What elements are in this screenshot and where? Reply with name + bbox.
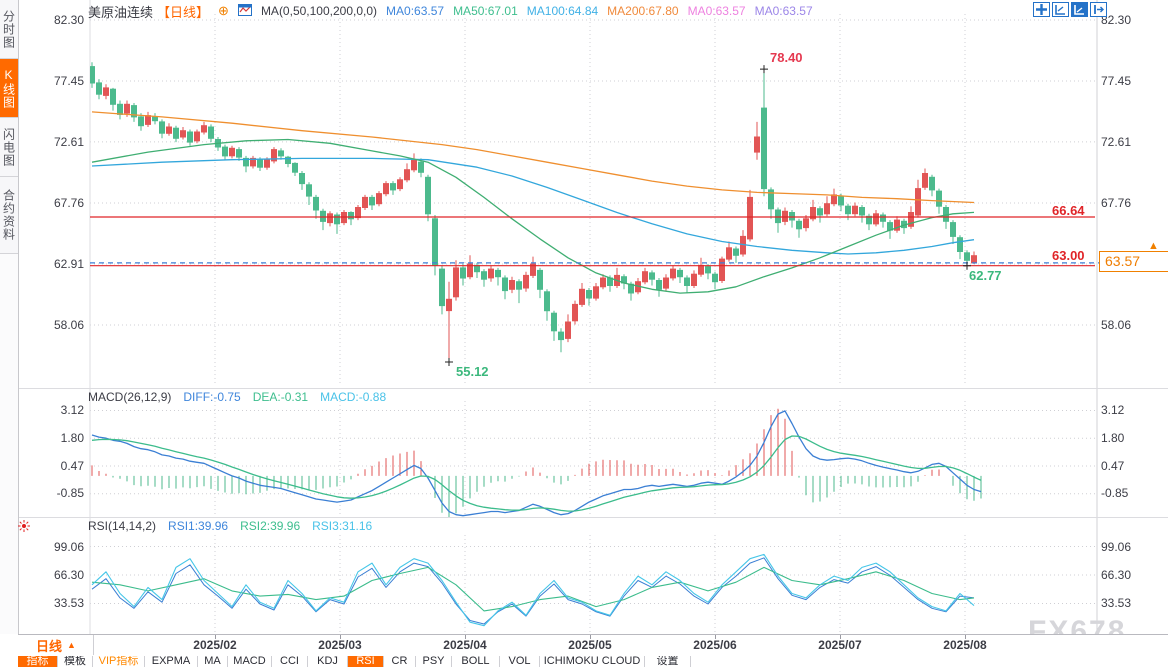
support-line-label: 63.00 [1052, 248, 1085, 263]
macd-diff-value: DIFF:-0.75 [183, 390, 241, 404]
ma0-value: MA0:63.57 [386, 4, 445, 18]
toolbar-item-cci[interactable]: CCI [272, 656, 308, 667]
ma0b-value: MA0:63.57 [687, 4, 746, 18]
rsi1-value: RSI1:39.96 [168, 519, 229, 533]
chevron-up-icon: ▲ [67, 640, 76, 650]
date-label: 2025/03 [318, 638, 362, 652]
macd-title: MACD(26,12,9) [88, 390, 172, 404]
date-label: 2025/06 [693, 638, 737, 652]
toolbar-item-ma[interactable]: MA [198, 656, 228, 667]
toolbar-item-ichimoku[interactable]: ICHIMOKU CLOUD [540, 656, 645, 667]
price-tick-right: 77.45 [1101, 74, 1132, 88]
toolbar-item-kdj[interactable]: KDJ [308, 656, 348, 667]
toolbar-item-boll[interactable]: BOLL [452, 656, 500, 667]
toolbar-item-rsi[interactable]: RSI [348, 656, 384, 667]
chart-header: 美原油连续 【日线】 ⊕ MA(0,50,100,200,0,0) MA0:63.… [88, 3, 813, 20]
price-tick-left: 72.61 [53, 135, 84, 149]
rsi-tick-right: 33.53 [1101, 596, 1132, 610]
macd-tick-right: 3.12 [1101, 403, 1125, 417]
rsi-tick-right: 66.30 [1101, 568, 1132, 582]
pan-right-icon[interactable] [1090, 2, 1107, 17]
price-tick-right: 58.06 [1101, 318, 1132, 332]
rsi-tick-left: 33.53 [53, 596, 84, 610]
rsi2-value: RSI2:39.96 [240, 519, 301, 533]
indicator-alert-icon[interactable] [18, 519, 30, 537]
macd-tick-right: -0.85 [1101, 486, 1129, 500]
ma50-value: MA50:67.01 [453, 4, 518, 18]
price-tick-left: 77.45 [53, 74, 84, 88]
indicator-toolbar: 指标 模板 VIP指标 EXPMA MA MACD CCI KDJ RSI CR… [18, 656, 1168, 667]
high-price-label: 78.40 [770, 50, 803, 65]
date-label: 2025/02 [193, 638, 237, 652]
price-tick-left: 58.06 [53, 318, 84, 332]
rsi3-value: RSI3:31.16 [312, 519, 373, 533]
symbol-title: 美原油连续 [88, 4, 154, 20]
rsi-tick-right: 99.06 [1101, 540, 1132, 554]
macd-dea-value: DEA:-0.31 [252, 390, 309, 404]
price-tick-right: 72.61 [1101, 135, 1132, 149]
price-tick-left: 82.30 [53, 13, 84, 27]
price-tick-right: 82.30 [1101, 13, 1132, 27]
date-label: 2025/08 [943, 638, 987, 652]
toolbar-item-vip-indicators[interactable]: VIP指标 [93, 656, 145, 667]
toolbar-item-settings[interactable]: 设置 [645, 656, 691, 667]
toolbar-item-macd[interactable]: MACD [228, 656, 272, 667]
macd-tick-right: 1.80 [1101, 431, 1125, 445]
ma0c-value: MA0:63.57 [754, 4, 813, 18]
price-tick-right: 67.76 [1101, 196, 1132, 210]
price-up-arrow-icon: ▲ [1148, 240, 1159, 252]
macd-macd-value: MACD:-0.88 [320, 390, 387, 404]
period-badge: 【日线】 [157, 4, 210, 20]
price-tick-left: 67.76 [53, 196, 84, 210]
chart-window-controls [1033, 2, 1107, 17]
toolbar-item-vol[interactable]: VOL [500, 656, 540, 667]
scale-axis-icon[interactable] [1071, 2, 1088, 17]
rsi-header: RSI(14,14,2) RSI1:39.96 RSI2:39.96 RSI3:… [88, 519, 372, 533]
add-compare-icon[interactable]: ⊕ [218, 3, 229, 18]
rsi-title: RSI(14,14,2) [88, 519, 157, 533]
toolbar-item-expma[interactable]: EXPMA [145, 656, 198, 667]
macd-tick-left: 3.12 [60, 403, 84, 417]
date-label: 2025/04 [443, 638, 487, 652]
sidebar-tab-contract-info[interactable]: 合约资料 [0, 177, 18, 254]
current-price-box: 63.57 [1099, 251, 1168, 272]
macd-tick-right: 0.47 [1101, 459, 1125, 473]
toolbar-item-psy[interactable]: PSY [416, 656, 452, 667]
toolbar-item-templates[interactable]: 模板 [58, 656, 93, 667]
toolbar-item-indicators[interactable]: 指标 [18, 656, 58, 667]
sidebar-tab-time-chart[interactable]: 分时图 [0, 0, 18, 59]
fit-chart-icon[interactable] [1052, 2, 1069, 17]
macd-tick-left: 0.47 [60, 459, 84, 473]
rsi-tick-left: 66.30 [53, 568, 84, 582]
ma-settings-label: MA(0,50,100,200,0,0) [260, 4, 378, 18]
mini-chart-icon[interactable] [237, 3, 252, 19]
low-price-label: 55.12 [456, 364, 489, 379]
macd-header: MACD(26,12,9) DIFF:-0.75 DEA:-0.31 MACD:… [88, 390, 386, 404]
ma100-value: MA100:64.84 [526, 4, 599, 18]
chart-type-sidebar: 分时图 K线图 闪电图 合约资料 [0, 0, 19, 634]
time-axis: 日线 ▲ 2025/02 2025/03 2025/04 2025/05 202… [18, 634, 1168, 657]
macd-tick-left: -0.85 [56, 486, 84, 500]
toolbar-item-cr[interactable]: CR [384, 656, 416, 667]
ma200-value: MA200:67.80 [607, 4, 679, 18]
move-icon[interactable] [1033, 2, 1050, 17]
macd-tick-left: 1.80 [60, 431, 84, 445]
rsi-tick-left: 99.06 [53, 540, 84, 554]
sidebar-tab-lightning-chart[interactable]: 闪电图 [0, 118, 18, 177]
date-label: 2025/07 [818, 638, 862, 652]
recent-low-label: 62.77 [969, 268, 1002, 283]
sidebar-tab-kline-chart[interactable]: K线图 [0, 59, 18, 118]
date-label: 2025/05 [568, 638, 612, 652]
period-selector[interactable]: 日线 ▲ [19, 635, 94, 655]
price-tick-left: 62.91 [53, 257, 84, 271]
resistance-line-label: 66.64 [1052, 203, 1085, 218]
period-selector-label: 日线 [36, 638, 63, 654]
